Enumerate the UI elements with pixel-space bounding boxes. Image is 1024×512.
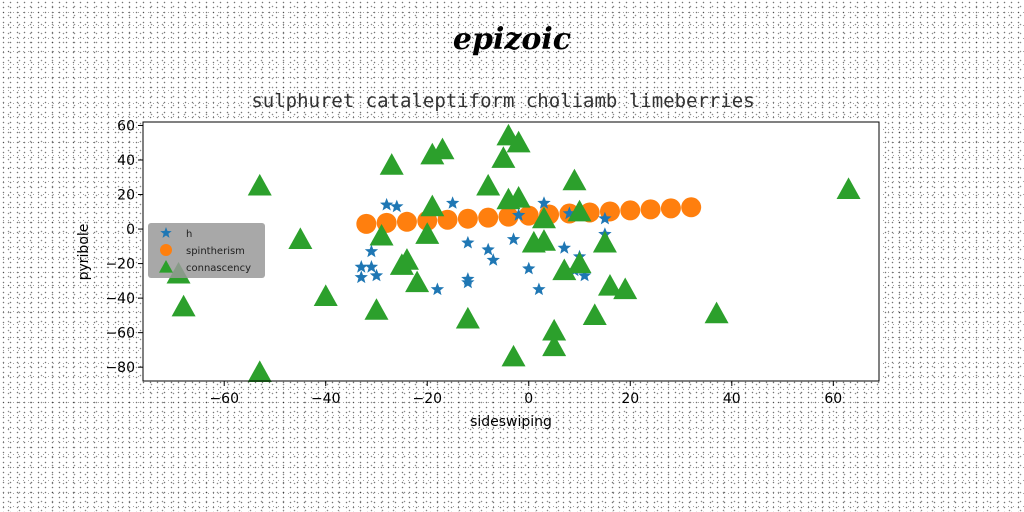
data-point-connascency (415, 222, 440, 244)
plot-frame (142, 121, 880, 382)
legend-items: h spintherism connascency (159, 227, 251, 274)
data-point-h (532, 282, 546, 296)
data-point-connascency (704, 301, 729, 324)
data-point-connascency (836, 177, 861, 199)
data-point-connascency (613, 277, 638, 300)
chart-title: sulphuret cataleptiform choliamb limeber… (251, 90, 754, 112)
data-point-h (562, 206, 576, 220)
data-point-h (557, 241, 571, 254)
x-tick-label: 20 (621, 391, 639, 407)
x-tick-label: 60 (824, 391, 842, 407)
data-point-spintherism (681, 197, 702, 218)
data-point-spintherism (457, 208, 478, 229)
data-point-connascency (247, 360, 272, 382)
data-point-h (461, 235, 475, 249)
data-point-h (486, 253, 500, 266)
data-point-connascency (430, 137, 455, 160)
data-point-connascency (506, 185, 531, 208)
data-point-h (481, 242, 495, 256)
data-point-connascency (597, 274, 622, 296)
data-point-spintherism (478, 207, 499, 228)
data-point-connascency (247, 173, 272, 196)
data-point-spintherism (640, 199, 661, 220)
data-point-connascency (531, 206, 556, 229)
data-point-connascency (567, 251, 592, 274)
y-tick-label: 20 (117, 188, 135, 204)
data-point-connascency (491, 146, 516, 168)
legend: h spintherism connascency (148, 223, 265, 278)
data-point-h (461, 275, 475, 289)
data-point-h (577, 268, 592, 282)
data-point-spintherism (356, 213, 377, 234)
figure-suptitle: epizoic (452, 22, 572, 57)
y-tick-label: −40 (105, 291, 135, 307)
legend-box (148, 223, 265, 278)
data-point-h (512, 208, 526, 221)
data-point-connascency (369, 223, 394, 246)
data-point-spintherism (498, 206, 519, 227)
data-point-h (369, 268, 384, 282)
data-point-connascency (379, 153, 404, 175)
data-point-connascency (405, 270, 430, 293)
data-point-connascency (562, 168, 587, 191)
y-tick-label: 60 (117, 118, 135, 134)
data-point-connascency (313, 284, 338, 306)
y-axis-label: pyribole (76, 224, 92, 281)
data-point-h (506, 232, 521, 246)
data-point-spintherism (396, 211, 417, 232)
x-tick-label: 40 (723, 391, 741, 407)
data-point-connascency (542, 318, 567, 341)
data-point-h (364, 244, 379, 258)
x-tick-label: −60 (209, 391, 239, 407)
y-tick-label: 40 (117, 153, 135, 169)
data-point-connascency (455, 306, 480, 329)
y-tick-label: 0 (126, 222, 135, 238)
data-point-connascency (476, 173, 501, 196)
data-point-connascency (592, 230, 617, 253)
data-point-h (598, 211, 612, 225)
data-point-connascency (542, 334, 567, 357)
data-point-connascency (364, 298, 389, 320)
data-point-connascency (531, 229, 556, 251)
data-point-connascency (506, 130, 531, 153)
x-tick-label: 0 (524, 391, 533, 407)
data-point-connascency (171, 294, 196, 317)
data-point-h (522, 261, 536, 275)
data-point-h (537, 196, 551, 209)
data-point-connascency (394, 248, 419, 270)
legend-label: connascency (186, 263, 251, 274)
legend-label: spintherism (186, 246, 245, 257)
axes-layer: −60 −40 −20 0 20 40 60 −80 −60 −40 −20 0 20 40 60 (105, 118, 842, 407)
data-point-connascency (552, 258, 577, 281)
x-tick-label: −40 (311, 391, 341, 407)
data-point-spintherism (660, 198, 681, 219)
data-point-h (390, 199, 404, 213)
legend-marker-spintherism (160, 244, 172, 256)
data-point-connascency (501, 344, 526, 367)
data-point-h (446, 196, 460, 209)
data-point-h (364, 260, 379, 273)
data-point-h (380, 197, 394, 211)
x-axis-label: sideswiping (470, 414, 552, 430)
data-point-connascency (288, 227, 313, 250)
legend-label: h (186, 229, 192, 240)
data-point-connascency (420, 194, 445, 217)
data-point-connascency (582, 303, 607, 325)
data-point-h (430, 282, 445, 296)
legend-marker-h (160, 227, 172, 238)
legend-marker-connascency (159, 260, 173, 273)
y-tick-label: −20 (105, 257, 135, 273)
data-point-spintherism (518, 205, 539, 226)
data-point-h (354, 260, 368, 273)
data-point-h (354, 270, 368, 284)
marks-layer (166, 123, 861, 382)
data-point-connascency (567, 199, 592, 222)
y-tick-label: −60 (105, 326, 135, 342)
data-point-spintherism (620, 200, 641, 221)
y-tick-label: −80 (105, 360, 135, 376)
x-tick-label: −20 (412, 391, 442, 407)
